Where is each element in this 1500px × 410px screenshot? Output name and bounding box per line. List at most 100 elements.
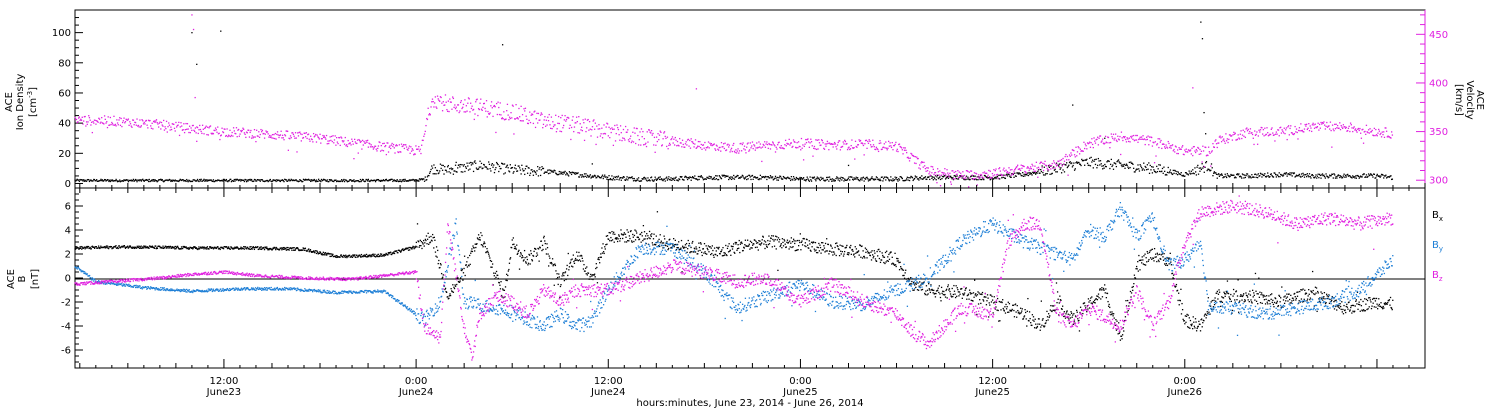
density-point: [752, 178, 754, 180]
velocity-point: [214, 127, 217, 129]
b-point: [594, 276, 596, 278]
density-point: [673, 179, 676, 181]
b-point: [545, 248, 547, 250]
density-point: [1318, 173, 1321, 176]
b-point: [105, 245, 108, 247]
velocity-point: [1159, 141, 1161, 143]
velocity-point: [630, 141, 633, 144]
velocity-point: [102, 122, 104, 125]
density-point: [1214, 172, 1216, 174]
density-point: [1322, 175, 1324, 177]
density-point: [1068, 161, 1071, 164]
velocity-point: [784, 139, 787, 142]
density-point: [565, 172, 568, 174]
velocity-point: [1156, 143, 1159, 145]
b-point: [527, 262, 530, 264]
density-point: [383, 179, 385, 182]
velocity-point: [397, 151, 399, 153]
density-point: [1330, 175, 1332, 177]
b-point: [680, 239, 683, 242]
density-point: [959, 174, 961, 177]
velocity-point: [925, 170, 927, 172]
density-point: [1072, 164, 1074, 167]
b-point: [199, 247, 201, 249]
velocity-point: [779, 146, 781, 149]
velocity-point: [714, 148, 716, 150]
density-point: [902, 179, 904, 182]
b-point: [180, 248, 182, 250]
density-point: [100, 178, 102, 181]
velocity-point: [956, 173, 958, 175]
density-point: [121, 180, 123, 182]
velocity-point: [247, 129, 249, 131]
density-point: [1112, 168, 1115, 170]
density-point: [493, 164, 495, 166]
density-point: [662, 179, 664, 182]
density-point: [712, 178, 714, 181]
b-point: [612, 233, 614, 235]
velocity-point: [473, 118, 475, 121]
velocity-point: [260, 128, 262, 131]
density-point: [1327, 177, 1329, 179]
density-point: [1275, 176, 1278, 178]
density-point: [152, 178, 155, 181]
density-point: [614, 176, 617, 179]
b-point: [738, 239, 740, 242]
density-point: [597, 175, 599, 177]
b-point: [673, 237, 675, 240]
density-point: [1356, 174, 1358, 177]
density-point: [906, 178, 908, 180]
density-point: [1193, 172, 1195, 175]
velocity-point: [168, 122, 170, 124]
density-point: [1334, 177, 1337, 179]
b-point: [494, 272, 497, 274]
density-point: [1085, 159, 1087, 161]
velocity-point: [163, 129, 166, 131]
velocity-point: [1241, 137, 1243, 140]
b-point: [252, 246, 254, 248]
density-point: [163, 181, 165, 183]
density-point: [601, 175, 603, 178]
velocity-point: [175, 121, 177, 124]
density-point: [903, 179, 906, 182]
velocity-point: [902, 153, 904, 155]
density-point: [336, 180, 339, 182]
density-point: [909, 177, 911, 179]
velocity-point: [1166, 147, 1169, 149]
density-point: [129, 179, 132, 182]
density-point: [535, 173, 537, 175]
velocity-point: [531, 113, 533, 115]
velocity-point: [641, 136, 643, 138]
velocity-point: [1029, 168, 1031, 170]
velocity-point: [208, 127, 210, 129]
density-point: [931, 177, 933, 179]
density-point: [560, 171, 562, 173]
velocity-point: [566, 116, 568, 119]
velocity-point: [485, 110, 487, 112]
b-point: [428, 236, 430, 238]
b-point: [454, 284, 456, 286]
density-point: [1196, 166, 1198, 168]
density-point: [450, 167, 452, 169]
velocity-point: [1352, 127, 1355, 129]
density-point: [1231, 174, 1234, 176]
density-point: [488, 161, 490, 163]
b-point: [686, 251, 688, 253]
density-point: [92, 180, 94, 182]
velocity-point: [1248, 132, 1250, 135]
density-point: [733, 174, 735, 177]
velocity-point: [884, 147, 886, 149]
density-point: [589, 174, 591, 176]
b-point: [353, 255, 355, 257]
density-point: [908, 176, 910, 179]
density-point: [857, 178, 860, 181]
b-point: [752, 244, 754, 246]
density-point: [1094, 163, 1097, 166]
velocity-point: [1103, 143, 1105, 145]
b-tick-label: 6: [65, 202, 71, 213]
velocity-point: [90, 124, 92, 126]
density-point: [648, 179, 650, 182]
density-point: [464, 166, 467, 168]
velocity-point: [192, 28, 195, 31]
velocity-point: [435, 106, 437, 108]
